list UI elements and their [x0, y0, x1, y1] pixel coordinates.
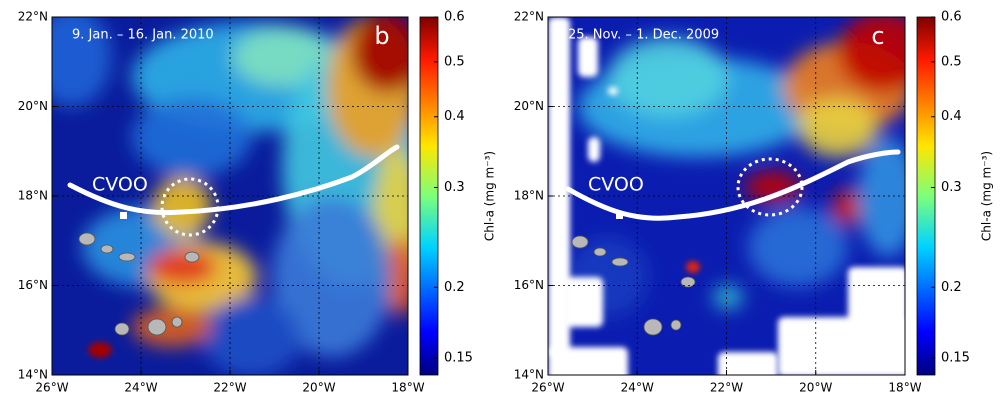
- no-data-area: [548, 17, 570, 357]
- chlorophyll-map: [52, 17, 408, 375]
- panel-letter: b: [374, 22, 389, 50]
- colorbar: [419, 16, 439, 376]
- no-data-area: [848, 267, 905, 327]
- station-marker: [616, 212, 623, 219]
- island: [611, 257, 629, 267]
- y-tick-label: 18°N: [18, 189, 48, 203]
- island: [593, 247, 607, 257]
- x-tick-label: 20°W: [302, 381, 335, 395]
- chlorophyll-patch: [838, 17, 905, 92]
- island: [643, 318, 663, 336]
- station-label: CVOO: [92, 174, 148, 196]
- colorbar-tick-label: 0.4: [941, 109, 962, 124]
- colorbar-tick-label: 0.2: [941, 280, 962, 295]
- colorbar-label: Chl-a (mg m⁻³): [980, 151, 994, 241]
- chlorophyll-patch: [232, 27, 332, 87]
- colorbar-tick-label: 0.3: [941, 180, 962, 195]
- x-tick-label: 20°W: [799, 381, 832, 395]
- x-tick-label: 24°W: [621, 381, 654, 395]
- y-tick-label: 18°N: [514, 189, 544, 203]
- colorbar-tick-label: 0.5: [941, 54, 962, 69]
- colorbar-label: Chl-a (mg m⁻³): [483, 151, 497, 241]
- chlorophyll-spot: [686, 261, 700, 273]
- chlorophyll-patch: [608, 37, 728, 117]
- chlorophyll-map: [548, 17, 905, 375]
- map-panel: 25. Nov. – 1. Dec. 2009 c CVOO 26°W 24°W 22°W…: [514, 10, 994, 395]
- chlorophyll-patch: [132, 307, 212, 347]
- y-tick-label: 14°N: [514, 368, 544, 382]
- chlorophyll-patch: [202, 297, 302, 375]
- y-tick-label: 16°N: [514, 278, 544, 292]
- no-data-area: [563, 277, 603, 327]
- colorbar-tick-label: 0.6: [444, 10, 465, 25]
- chlorophyll-field: [568, 17, 905, 317]
- colorbar-tick-label: 0.6: [941, 10, 962, 25]
- map-panel: 9. Jan. – 16. Jan. 2010 b CVOO 26°W 24°W 22°W…: [18, 10, 497, 395]
- date-label: 25. Nov. – 1. Dec. 2009: [568, 28, 719, 43]
- chlorophyll-field: [52, 17, 408, 375]
- panel-letter: c: [871, 22, 884, 50]
- colorbar-tick-label: 0.2: [444, 280, 465, 295]
- chlorophyll-patch: [147, 249, 217, 285]
- chlorophyll-patch: [272, 197, 392, 357]
- island: [171, 316, 183, 328]
- island: [78, 232, 96, 246]
- colorbar-tick-label: 0.5: [444, 54, 465, 69]
- x-tick-label: 26°W: [35, 381, 68, 395]
- date-label: 9. Jan. – 16. Jan. 2010: [72, 28, 214, 43]
- chlorophyll-patch: [352, 17, 408, 92]
- x-tick-label: 26°W: [531, 381, 564, 395]
- colorbar-tick-label: 0.4: [444, 109, 465, 124]
- chlorophyll-patch: [132, 97, 252, 177]
- chlorophyll-patch: [387, 237, 408, 317]
- no-data-area: [778, 317, 905, 375]
- y-tick-label: 22°N: [18, 10, 48, 24]
- colorbar-tick-label: 0.3: [444, 180, 465, 195]
- island: [118, 252, 136, 262]
- colorbar-tick-label: 0.15: [444, 351, 473, 366]
- x-tick-label: 22°W: [710, 381, 743, 395]
- chlorophyll-patch: [798, 97, 878, 157]
- colorbar-tick-label: 0.15: [941, 351, 970, 366]
- chlorophyll-spot: [88, 342, 112, 358]
- no-data-area: [718, 352, 778, 375]
- x-tick-label: 18°W: [391, 381, 424, 395]
- y-tick-label: 16°N: [18, 278, 48, 292]
- island: [147, 318, 167, 336]
- no-data-area: [578, 37, 598, 77]
- x-tick-label: 18°W: [888, 381, 921, 395]
- chlorophyll-patch: [52, 17, 112, 107]
- chlorophyll-patch: [713, 285, 743, 309]
- island: [114, 322, 130, 336]
- y-tick-label: 20°N: [18, 99, 48, 113]
- station-label: CVOO: [588, 174, 644, 196]
- y-tick-label: 14°N: [18, 368, 48, 382]
- island: [680, 276, 696, 288]
- chlorophyll-patch: [745, 171, 801, 203]
- chlorophyll-patch: [832, 189, 864, 225]
- chlorophyll-patch: [858, 137, 905, 257]
- no-data-area: [548, 347, 628, 375]
- island: [670, 319, 682, 331]
- y-tick-label: 22°N: [514, 10, 544, 24]
- eddy-marker: [160, 177, 220, 237]
- station-marker: [120, 212, 127, 219]
- x-tick-label: 22°W: [213, 381, 246, 395]
- ship-track: [67, 144, 400, 216]
- colorbar: [916, 16, 936, 376]
- chlorophyll-patch: [152, 177, 212, 237]
- chlorophyll-patch: [748, 207, 848, 287]
- x-tick-label: 24°W: [124, 381, 157, 395]
- no-data-area: [588, 137, 600, 162]
- eddy-marker: [736, 157, 804, 217]
- y-tick-label: 20°N: [514, 99, 544, 113]
- island: [100, 244, 114, 254]
- no-data-area: [608, 87, 618, 95]
- island: [571, 235, 589, 249]
- island: [184, 251, 200, 263]
